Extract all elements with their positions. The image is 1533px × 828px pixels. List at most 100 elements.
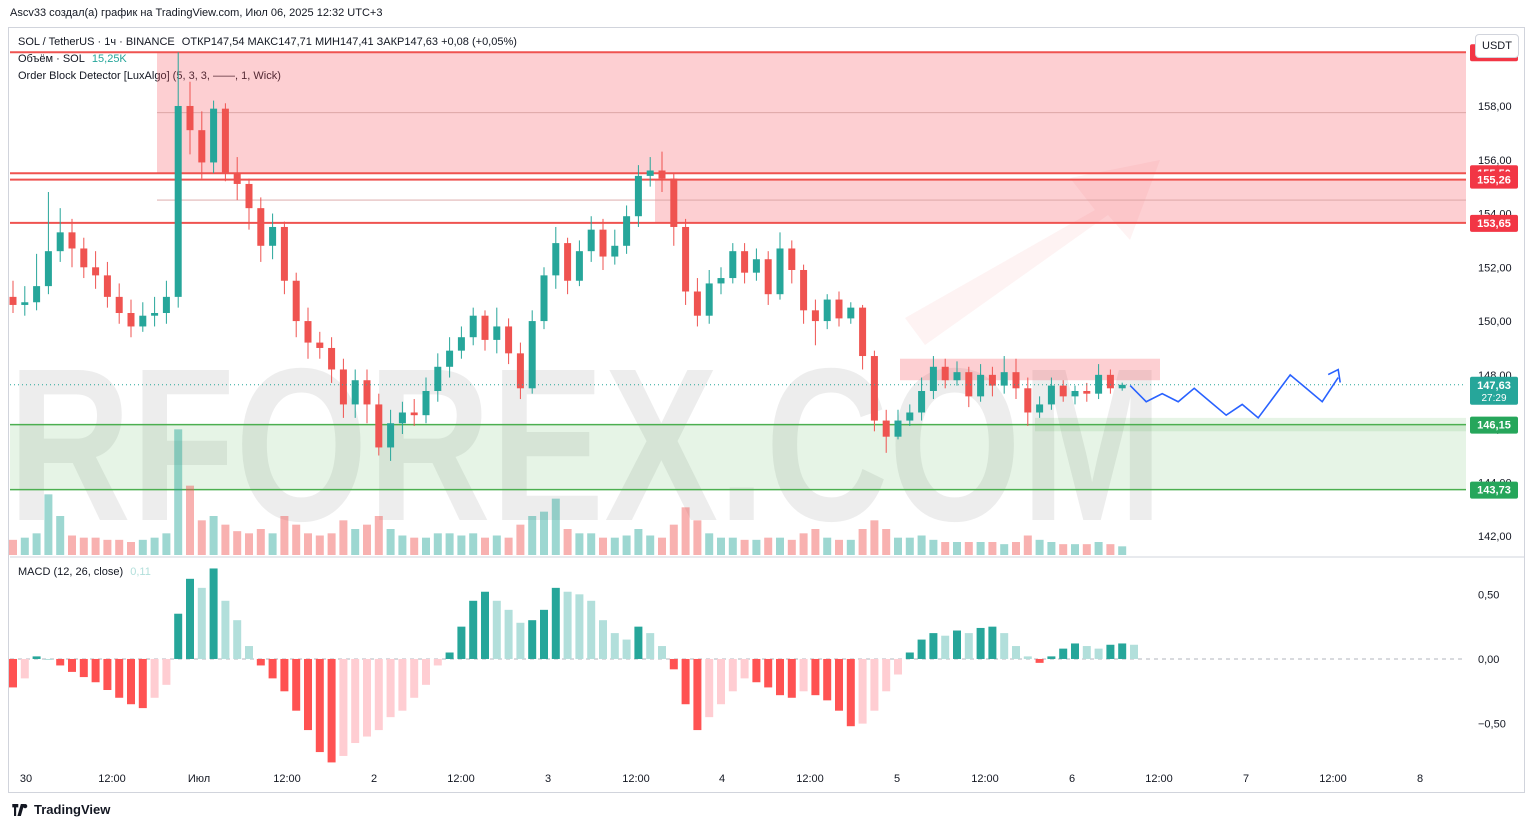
macd-bar	[91, 658, 100, 683]
volume-legend[interactable]: Объём · SOL 15,25K	[18, 53, 131, 65]
volume-bar	[870, 520, 879, 555]
candle-body	[115, 296, 123, 314]
macd-bar	[516, 622, 525, 659]
time-tick-label: 12:00	[447, 773, 475, 785]
volume-bar	[209, 516, 218, 555]
volume-bar	[233, 531, 242, 555]
candle-body	[776, 248, 784, 295]
candle-body	[80, 248, 88, 268]
volume-bar	[705, 533, 714, 555]
volume-bar	[374, 516, 383, 555]
macd-bar	[504, 609, 513, 659]
macd-bar	[374, 658, 383, 731]
candle-body	[328, 347, 336, 370]
volume-bar	[1106, 544, 1115, 555]
macd-bar	[917, 639, 926, 659]
volume-bar	[1012, 542, 1020, 555]
candle-body	[410, 412, 418, 416]
candle-body	[564, 243, 572, 281]
macd-bar	[79, 658, 88, 678]
time-tick-label: 2	[371, 773, 377, 785]
volume-bar	[91, 537, 100, 555]
tradingview-brand[interactable]: TradingView	[10, 802, 110, 817]
macd-bar	[115, 658, 124, 698]
price-label-tag	[1470, 481, 1518, 499]
candle-body	[575, 251, 583, 281]
volume-label: Объём · SOL	[18, 53, 85, 65]
volume-bar	[162, 533, 171, 555]
candle-body	[469, 315, 477, 338]
macd-bar	[882, 658, 891, 692]
volume-bar	[976, 542, 985, 555]
candle-body	[505, 326, 513, 354]
macd-bar	[1000, 633, 1009, 659]
macd-bar	[705, 658, 714, 718]
candle-body	[882, 420, 890, 437]
time-tick-label: Июл	[188, 773, 210, 785]
volume-bar	[787, 539, 796, 555]
price-label-text: 153,65	[1477, 218, 1511, 230]
volume-bar	[941, 542, 950, 555]
indicator-legend[interactable]: Order Block Detector [LuxAlgo] (5, 3, 3,…	[18, 70, 285, 82]
macd-bar	[811, 658, 820, 696]
bearish-order-block	[900, 358, 1160, 381]
volume-bar	[953, 542, 961, 555]
volume-bar	[528, 516, 537, 555]
candle-body	[21, 302, 29, 305]
macd-bar	[44, 658, 53, 660]
candle-body	[988, 374, 996, 386]
candle-body	[174, 105, 182, 297]
chart-frame	[8, 27, 1525, 793]
candle-body	[139, 315, 147, 327]
macd-bar	[929, 633, 938, 659]
time-tick-label: 7	[1243, 773, 1249, 785]
macd-bar	[162, 658, 171, 685]
macd-bar	[9, 658, 17, 688]
macd-bar	[221, 600, 230, 659]
macd-bar	[646, 633, 655, 659]
time-tick-label: 5	[894, 773, 900, 785]
candle-body	[210, 108, 218, 163]
macd-bar	[292, 658, 301, 711]
macd-bar	[422, 658, 430, 685]
macd-legend[interactable]: MACD (12, 26, close) 0,11	[18, 566, 155, 578]
candle-body	[729, 251, 737, 279]
macd-bar	[445, 652, 454, 659]
volume-bar	[669, 524, 678, 555]
candle-body	[847, 307, 855, 319]
macd-bar	[457, 626, 466, 659]
volume-bar	[32, 533, 41, 555]
volume-bar	[799, 533, 808, 555]
candle-body	[304, 321, 312, 343]
macd-bar	[32, 656, 41, 659]
candle-body	[870, 356, 878, 421]
macd-bar	[363, 658, 371, 737]
volume-bar	[150, 537, 159, 555]
volume-bar	[398, 535, 407, 555]
currency-button[interactable]: USDT	[1475, 34, 1519, 58]
volume-bar	[776, 537, 784, 555]
candle-body	[528, 321, 536, 389]
candle-body	[965, 372, 973, 397]
candle-body	[811, 310, 819, 322]
volume-bar	[823, 537, 832, 555]
macd-bar	[622, 639, 631, 659]
candle-body	[269, 226, 277, 246]
volume-bar	[56, 516, 65, 555]
volume-bar	[68, 535, 76, 555]
candle-body	[1024, 388, 1032, 413]
macd-bar	[752, 658, 761, 683]
volume-bar	[563, 529, 572, 555]
macd-bar	[150, 658, 159, 698]
macd-bar	[1012, 646, 1020, 659]
candle-body	[540, 275, 548, 322]
symbol-legend[interactable]: SOL / TetherUS · 1ч · BINANCE ОТКР147,54…	[18, 36, 521, 48]
macd-bar	[56, 658, 65, 666]
macd-bar	[1118, 643, 1127, 659]
macd-tick-label: 0,00	[1478, 654, 1499, 666]
candle-body	[245, 183, 253, 209]
macd-bar	[1047, 656, 1056, 659]
volume-bar	[917, 535, 926, 555]
time-tick-label: 12:00	[622, 773, 650, 785]
